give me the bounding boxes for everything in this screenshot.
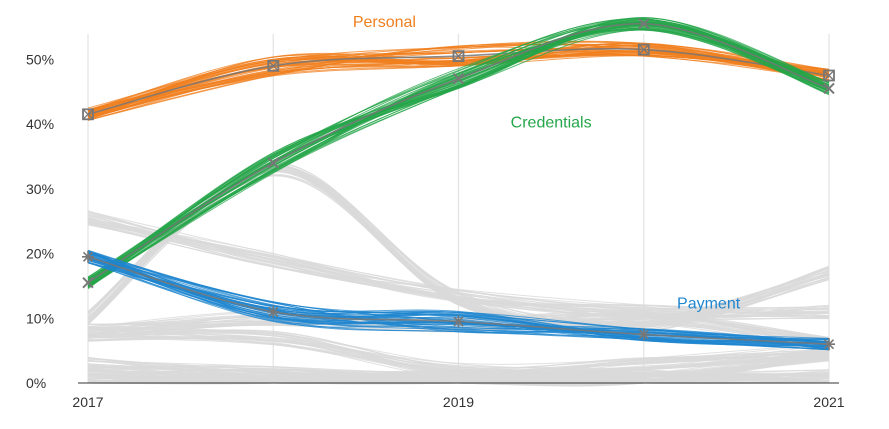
y-tick-label: 0% xyxy=(26,375,46,391)
series-line xyxy=(87,43,830,117)
series-label: Personal xyxy=(353,14,416,31)
series-line xyxy=(87,256,830,342)
series-line xyxy=(87,262,830,347)
series-line xyxy=(87,41,830,116)
series-markers xyxy=(82,17,835,351)
data-point xyxy=(82,276,94,289)
x-tick-label: 2021 xyxy=(813,394,844,410)
y-axis-tick-labels: 0% 10% 20% 30% 40% 50% xyxy=(26,51,54,391)
data-point xyxy=(82,250,94,263)
data-point xyxy=(267,59,280,72)
data-point xyxy=(823,69,835,82)
data-point xyxy=(267,157,280,169)
data-point xyxy=(823,82,835,95)
y-tick-label: 30% xyxy=(26,181,54,197)
data-point xyxy=(823,338,835,351)
series-labels: Personal Credentials Payment xyxy=(353,14,741,313)
data-point xyxy=(452,50,465,62)
y-tick-label: 10% xyxy=(26,310,54,326)
data-point xyxy=(452,72,465,85)
background-line xyxy=(87,327,830,370)
series-line xyxy=(87,42,830,117)
data-point xyxy=(637,43,650,56)
series-label: Credentials xyxy=(511,114,592,131)
series-label: Payment xyxy=(677,296,741,313)
y-tick-label: 20% xyxy=(26,246,54,262)
x-axis-tick-labels: 2017 2019 2021 xyxy=(72,394,844,410)
x-tick-label: 2019 xyxy=(443,394,474,410)
data-point xyxy=(452,315,465,328)
data-point xyxy=(637,328,650,341)
y-tick-label: 40% xyxy=(26,116,54,132)
series-line xyxy=(87,251,830,344)
y-tick-label: 50% xyxy=(26,51,54,67)
data-point xyxy=(267,305,280,318)
data-point xyxy=(82,108,94,121)
series-line xyxy=(87,28,830,285)
data-point xyxy=(638,17,650,30)
background-line xyxy=(87,373,830,384)
x-tick-label: 2017 xyxy=(72,394,103,410)
series-line xyxy=(87,19,830,280)
